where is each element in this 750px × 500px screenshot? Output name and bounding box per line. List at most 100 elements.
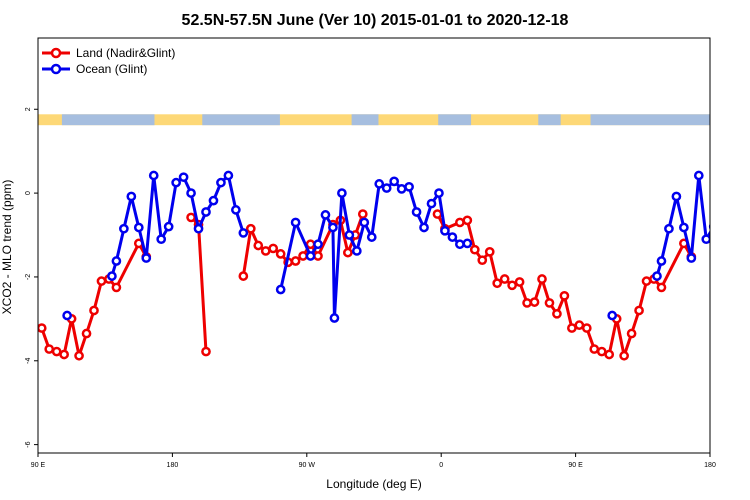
data-point — [693, 170, 704, 181]
data-point — [260, 246, 271, 256]
series-line — [436, 213, 693, 358]
data-point — [111, 282, 122, 293]
y-axis-label: XCO2 - MLO trend (ppm) — [0, 180, 14, 315]
data-point — [686, 253, 697, 263]
data-point — [507, 280, 517, 291]
y-axis: -6 -4 -2 0 2 — [25, 107, 38, 448]
data-point — [89, 305, 99, 316]
data-point — [477, 255, 488, 266]
data-point — [156, 234, 167, 245]
data-point — [499, 274, 510, 284]
series-line — [110, 173, 245, 277]
band-ocean-segment — [590, 114, 710, 126]
data-point — [708, 223, 710, 230]
x-tick-label: 90 E — [568, 462, 583, 469]
data-point — [119, 223, 129, 234]
data-point — [426, 198, 437, 209]
data-point — [381, 183, 392, 193]
data-point — [223, 170, 234, 181]
land-ocean-band — [38, 114, 710, 126]
series-layer — [38, 170, 710, 361]
data-point — [111, 256, 122, 266]
data-point — [193, 223, 204, 234]
data-point — [455, 239, 465, 250]
data-point — [59, 349, 69, 360]
data-point — [186, 212, 196, 223]
data-point — [201, 207, 211, 217]
data-point — [328, 222, 338, 233]
data-point — [701, 234, 710, 245]
data-point — [559, 290, 570, 301]
data-point — [641, 276, 652, 286]
data-point — [529, 297, 540, 307]
data-point — [664, 223, 674, 234]
data-point — [337, 188, 347, 198]
data-point — [201, 346, 211, 357]
data-point — [455, 217, 465, 228]
x-tick-label: 90 W — [299, 462, 316, 469]
y-tick-label: -6 — [25, 441, 32, 447]
y-tick-label: 2 — [25, 107, 32, 111]
data-point — [238, 271, 249, 281]
data-point — [366, 232, 377, 242]
data-point — [567, 323, 577, 333]
data-point — [38, 323, 47, 333]
data-point — [544, 298, 555, 308]
series-line — [190, 216, 208, 352]
data-point — [374, 179, 385, 189]
data-point — [275, 249, 286, 259]
data-point — [351, 246, 362, 256]
x-tick-label: 90 E — [31, 462, 46, 469]
data-point — [148, 170, 159, 181]
data-point — [126, 191, 137, 202]
x-tick-label: 180 — [167, 462, 179, 469]
data-point — [298, 251, 308, 261]
data-point — [411, 207, 422, 217]
data-point — [596, 346, 607, 357]
data-point — [581, 323, 592, 333]
data-point — [462, 238, 473, 249]
data-point — [81, 328, 92, 339]
chart-title: 52.5N-57.5N June (Ver 10) 2015-01-01 to … — [182, 12, 569, 29]
data-point — [208, 195, 219, 206]
data-point — [419, 222, 429, 233]
data-point — [652, 271, 662, 281]
data-point — [238, 228, 249, 238]
data-point — [469, 244, 480, 255]
data-point — [522, 298, 532, 308]
data-point — [62, 310, 72, 321]
data-point — [178, 172, 189, 183]
data-point — [275, 284, 286, 295]
data-point — [396, 184, 407, 194]
data-point — [231, 205, 241, 215]
series-ocean — [62, 170, 710, 323]
data-point — [290, 217, 301, 228]
data-point — [245, 223, 256, 234]
data-point — [343, 247, 353, 258]
series-land — [38, 209, 697, 361]
data-point — [626, 328, 637, 339]
x-axis: 90 E 180 90 W 0 90 E 180 — [31, 453, 716, 469]
data-point — [432, 209, 443, 219]
band-ocean-segment — [61, 114, 155, 126]
band-ocean-segment — [538, 114, 561, 126]
data-point — [404, 181, 414, 192]
data-point — [359, 217, 370, 228]
data-point — [96, 276, 107, 286]
y-tick-label: -4 — [25, 358, 32, 364]
legend-land-label: Land (Nadir&Glint) — [76, 46, 175, 60]
data-point — [619, 350, 629, 361]
x-tick-label: 180 — [704, 462, 716, 469]
data-point — [268, 243, 279, 254]
data-point — [171, 177, 181, 188]
data-point — [253, 240, 264, 251]
x-tick-label: 0 — [439, 462, 443, 469]
band-ocean-segment — [202, 114, 280, 126]
legend-ocean-label: Ocean (Glint) — [76, 62, 147, 76]
legend-land-marker — [50, 47, 62, 59]
data-point — [74, 350, 84, 361]
y-tick-label: 0 — [25, 191, 32, 195]
data-point — [389, 176, 400, 187]
data-point — [434, 188, 444, 198]
